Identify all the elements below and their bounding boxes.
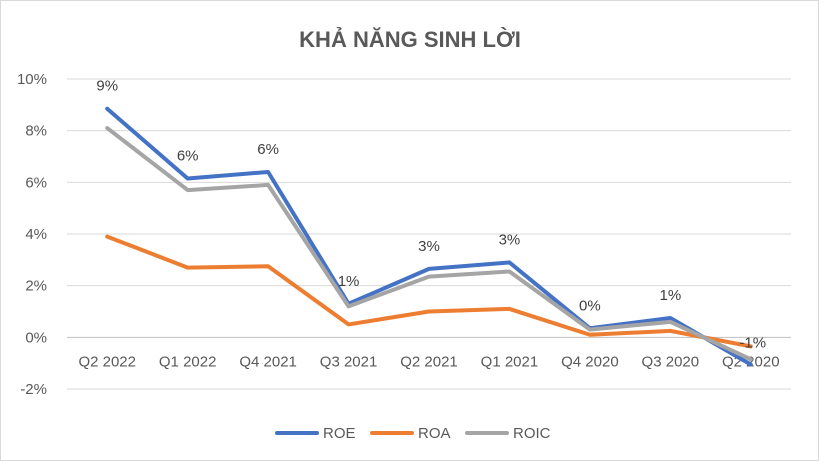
y-tick-label: -2% <box>20 381 47 398</box>
data-label: 3% <box>499 231 521 248</box>
x-axis-ticks: Q2 2022 Q1 2022 Q4 2021 Q3 2021 Q2 2021 Q1 20… <box>78 353 779 370</box>
y-tick-label: 10% <box>17 71 47 88</box>
x-tick-label: Q2 2020 <box>722 353 780 370</box>
data-label: 6% <box>257 141 279 158</box>
x-tick-label: Q1 2021 <box>481 353 539 370</box>
legend-label-roic: ROIC <box>513 425 551 442</box>
data-label: 6% <box>177 147 199 164</box>
x-tick-label: Q3 2021 <box>320 353 378 370</box>
legend-label-roa: ROA <box>418 425 451 442</box>
x-tick-label: Q2 2021 <box>400 353 458 370</box>
y-tick-label: 4% <box>25 226 47 243</box>
x-tick-label: Q4 2021 <box>239 353 297 370</box>
x-tick-label: Q4 2020 <box>561 353 619 370</box>
legend-label-roe: ROE <box>323 425 356 442</box>
data-label: 1% <box>338 273 360 290</box>
y-axis-ticks: -2% 0% 2% 4% 6% 8% 10% <box>17 71 47 398</box>
y-tick-label: 2% <box>25 278 47 295</box>
gridlines <box>67 78 791 390</box>
data-label: 9% <box>96 78 118 95</box>
chart-title: KHẢ NĂNG SINH LỜI <box>299 27 521 52</box>
data-label: 3% <box>418 238 440 255</box>
x-tick-label: Q1 2022 <box>159 353 217 370</box>
data-label: 1% <box>659 287 681 304</box>
series-line-roe <box>105 106 753 367</box>
series-lines <box>105 106 753 367</box>
data-label: 0% <box>579 297 601 314</box>
series-line-roic <box>105 126 753 362</box>
y-tick-label: 8% <box>25 123 47 140</box>
data-label: -1% <box>739 334 766 351</box>
y-tick-label: 6% <box>25 174 47 191</box>
series-line-roa <box>105 234 753 349</box>
x-tick-label: Q2 2022 <box>78 353 136 370</box>
x-tick-label: Q3 2020 <box>642 353 700 370</box>
y-tick-label: 0% <box>25 329 47 346</box>
legend: ROE ROA ROIC <box>275 425 551 442</box>
data-labels: 9% 6% 6% 1% 3% 3% 0% 1% -1% <box>96 78 766 352</box>
